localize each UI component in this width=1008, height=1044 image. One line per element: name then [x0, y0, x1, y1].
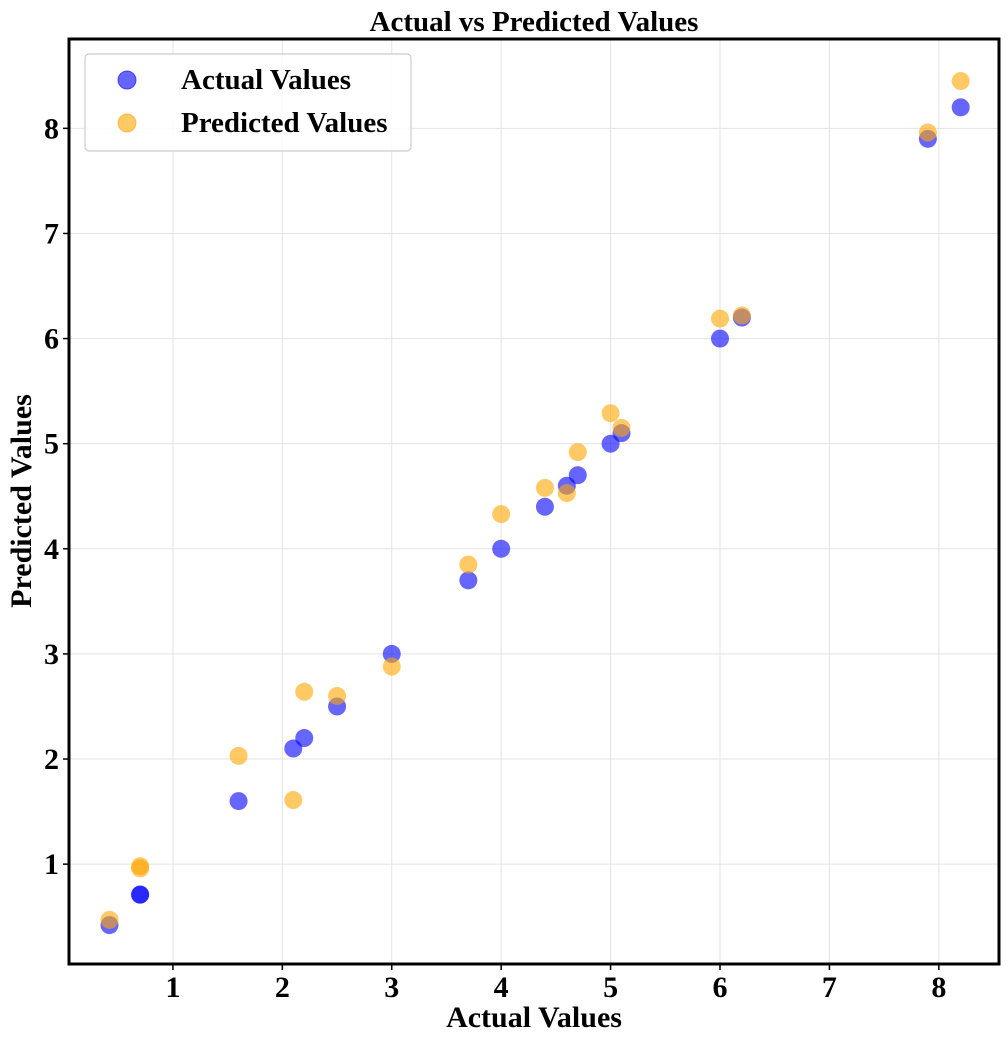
actual-point [535, 497, 554, 516]
y-tick-label: 3 [44, 638, 59, 671]
predicted-point [535, 478, 554, 497]
predicted-point [284, 791, 303, 810]
points-layer [100, 72, 970, 935]
legend-label-actual: Actual Values [181, 64, 351, 96]
x-tick-label: 1 [165, 971, 180, 1004]
predicted-point [328, 686, 347, 705]
y-axis-ticks: 1 2 3 4 5 6 7 8 [44, 112, 69, 881]
predicted-point [951, 72, 970, 91]
x-tick-label: 5 [603, 971, 618, 1004]
actual-point [951, 98, 970, 117]
predicted-point [711, 309, 729, 328]
y-tick-label: 4 [44, 533, 59, 566]
predicted-point [492, 505, 511, 524]
x-tick-label: 7 [822, 971, 837, 1004]
predicted-point [131, 857, 150, 876]
actual-point [459, 571, 478, 590]
y-tick-label: 2 [44, 743, 59, 776]
actual-point [711, 329, 729, 348]
predicted-point [918, 123, 937, 142]
x-tick-label: 4 [494, 971, 509, 1004]
actual-point [131, 885, 150, 904]
predicted-point [295, 682, 314, 701]
y-tick-label: 7 [44, 217, 59, 250]
actual-point [492, 539, 511, 558]
legend-label-predicted: Predicted Values [181, 107, 388, 139]
x-axis-ticks: 1 2 3 4 5 6 7 8 [165, 964, 946, 1004]
predicted-point [100, 910, 119, 929]
actual-point [295, 729, 314, 748]
legend-box [84, 53, 412, 152]
actual-point [382, 644, 401, 663]
x-tick-label: 6 [713, 971, 728, 1004]
legend-marker-predicted [117, 113, 137, 133]
x-axis-label: Actual Values [446, 1001, 622, 1034]
chart-title: Actual vs Predicted Values [370, 6, 699, 38]
predicted-point [568, 443, 587, 462]
legend: Actual Values Predicted Values [84, 53, 412, 152]
actual-point [229, 792, 248, 811]
y-tick-label: 1 [44, 848, 59, 881]
y-tick-label: 8 [44, 112, 59, 145]
predicted-point [732, 306, 751, 325]
predicted-point [601, 404, 620, 423]
x-tick-label: 2 [275, 971, 290, 1004]
grid-layer [69, 39, 999, 964]
predicted-point [459, 555, 478, 574]
predicted-point [229, 746, 248, 765]
legend-marker-actual [117, 70, 137, 90]
x-tick-label: 3 [384, 971, 399, 1004]
predicted-point [557, 484, 576, 503]
y-tick-label: 6 [44, 323, 59, 356]
plot-frame [67, 37, 1001, 966]
predicted-point [382, 657, 401, 676]
predicted-point [612, 418, 631, 437]
y-tick-label: 5 [44, 428, 59, 461]
actual-point [568, 466, 587, 485]
y-axis-label: Predicted Values [5, 394, 38, 608]
x-tick-label: 8 [931, 971, 946, 1004]
